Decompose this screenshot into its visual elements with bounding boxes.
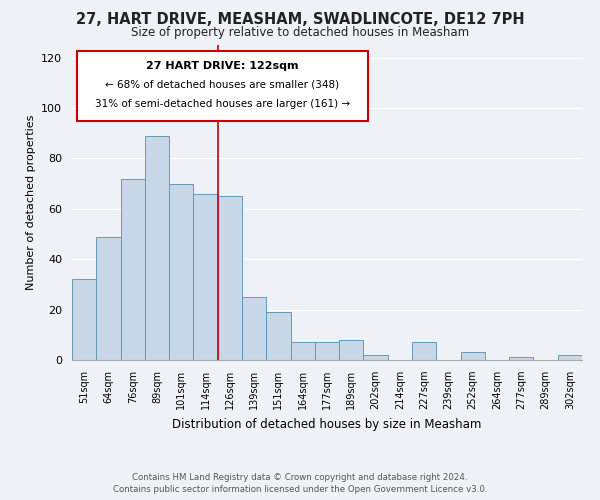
FancyBboxPatch shape: [77, 52, 368, 120]
Text: Contains HM Land Registry data © Crown copyright and database right 2024.
Contai: Contains HM Land Registry data © Crown c…: [113, 472, 487, 494]
X-axis label: Distribution of detached houses by size in Measham: Distribution of detached houses by size …: [172, 418, 482, 430]
Bar: [242, 297, 266, 360]
Text: ← 68% of detached houses are smaller (348): ← 68% of detached houses are smaller (34…: [106, 80, 340, 90]
Bar: [169, 184, 193, 360]
Bar: [218, 196, 242, 360]
Bar: [96, 236, 121, 360]
Bar: [461, 352, 485, 360]
Bar: [509, 358, 533, 360]
Bar: [315, 342, 339, 360]
Text: 31% of semi-detached houses are larger (161) →: 31% of semi-detached houses are larger (…: [95, 98, 350, 108]
Bar: [412, 342, 436, 360]
Bar: [121, 178, 145, 360]
Bar: [193, 194, 218, 360]
Bar: [145, 136, 169, 360]
Text: 27, HART DRIVE, MEASHAM, SWADLINCOTE, DE12 7PH: 27, HART DRIVE, MEASHAM, SWADLINCOTE, DE…: [76, 12, 524, 28]
Bar: [266, 312, 290, 360]
Bar: [290, 342, 315, 360]
Bar: [339, 340, 364, 360]
Y-axis label: Number of detached properties: Number of detached properties: [26, 115, 35, 290]
Text: Size of property relative to detached houses in Measham: Size of property relative to detached ho…: [131, 26, 469, 39]
Bar: [72, 280, 96, 360]
Bar: [364, 355, 388, 360]
Bar: [558, 355, 582, 360]
Text: 27 HART DRIVE: 122sqm: 27 HART DRIVE: 122sqm: [146, 60, 299, 70]
